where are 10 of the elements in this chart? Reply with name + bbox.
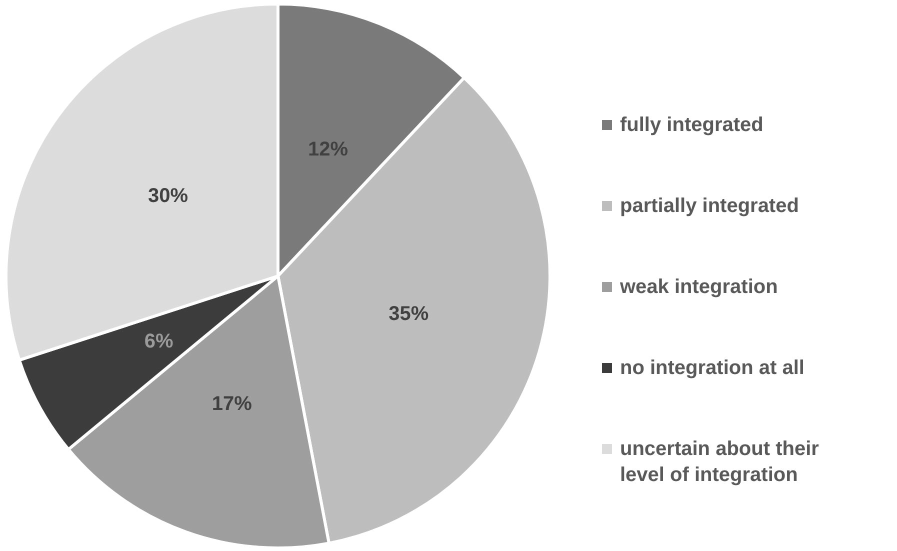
legend-label: no integration at all (620, 357, 804, 379)
legend-label: weak integration (619, 276, 778, 298)
legend-label: partially integrated (620, 195, 799, 217)
data-label: 6% (144, 330, 174, 353)
data-label: 12% (308, 138, 348, 161)
data-label: 17% (212, 392, 252, 415)
legend-label: fully integrated (620, 114, 764, 136)
data-label: 30% (148, 185, 188, 208)
legend-label: uncertain about their level of integration (620, 438, 820, 486)
data-label: 35% (388, 302, 429, 325)
